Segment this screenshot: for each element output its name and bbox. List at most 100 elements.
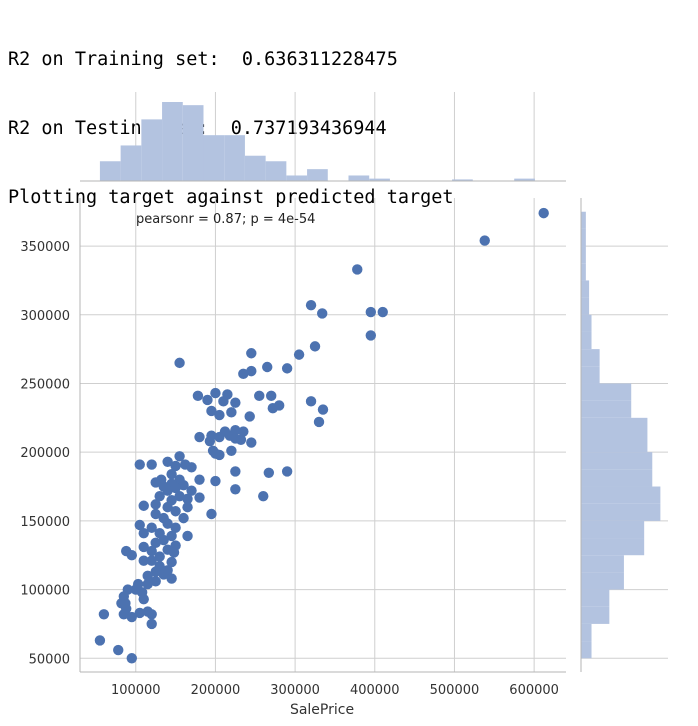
scatter-point [210, 387, 221, 399]
x-tick-label: 100000 [111, 683, 161, 698]
scatter-point [154, 551, 165, 562]
y-tick-label: 150000 [20, 515, 70, 530]
scatter-point [170, 460, 181, 472]
scatter-point [305, 396, 317, 407]
scatter-point [94, 635, 106, 646]
scatter-point [210, 475, 221, 487]
y-tick-label: 200000 [20, 446, 70, 461]
scatter-point [194, 492, 205, 503]
right-hist-bar [581, 641, 592, 659]
scatter-point [134, 459, 145, 470]
scatter-point [281, 466, 293, 477]
right-hist-bar [581, 555, 624, 573]
scatter-point [218, 396, 229, 407]
scatter-point [158, 569, 169, 580]
scatter-point [317, 404, 329, 415]
scatter-point [238, 426, 249, 437]
scatter-point [146, 545, 157, 557]
scatter-point [168, 547, 180, 558]
scatter-point [305, 299, 317, 311]
right-hist-bar [581, 211, 586, 229]
top-hist-bar [120, 145, 142, 181]
scatter-point [352, 264, 363, 275]
scatter-point [194, 474, 205, 485]
scatter-point [166, 468, 177, 480]
scatter-point [244, 411, 255, 422]
scatter-point [126, 550, 137, 561]
right-hist-bar [581, 520, 645, 539]
scatter-point [150, 566, 161, 577]
top-hist-bar [162, 102, 183, 181]
x-tick-label: 300000 [270, 683, 320, 698]
scatter-point [162, 518, 173, 529]
scatter-point [194, 431, 205, 443]
scatter-point [174, 357, 185, 369]
scatter-point [365, 330, 377, 341]
scatter-axes [79, 198, 566, 673]
top-hist-bar [99, 161, 121, 181]
right-hist-bar [581, 263, 586, 281]
right-hist-bar [581, 606, 610, 624]
x-tick-label: 500000 [430, 683, 480, 698]
scatter-point [146, 609, 157, 620]
scatter-point [166, 573, 177, 584]
x-tick-label: 200000 [191, 683, 241, 698]
right-hist-bar [581, 314, 592, 332]
y-tick-label: 50000 [29, 652, 70, 667]
scatter-point [170, 522, 181, 533]
scatter-point [182, 493, 193, 505]
pearson-annotation: pearsonr = 0.87; p = 4e-54 [136, 212, 315, 227]
top-hist-bar [369, 178, 390, 181]
scatter-point [142, 578, 153, 590]
scatter-point [142, 570, 153, 582]
scatter-point [134, 519, 145, 531]
right-hist-bar [581, 280, 590, 298]
scatter-point [126, 653, 137, 664]
y-tick-labels: 50000 100000 150000 200000 250000 300000 35000… [20, 240, 70, 667]
scatter-point [150, 537, 161, 549]
scatter-point [186, 485, 197, 496]
top-hist-bar [452, 179, 473, 181]
scatter-point [150, 508, 161, 520]
scatter-point [146, 555, 157, 566]
scatter-point [230, 484, 241, 495]
scatter-point [138, 500, 149, 511]
scatter-point [226, 445, 237, 456]
scatter-point [138, 541, 149, 553]
right-hist-bar [581, 469, 653, 487]
scatter-point [479, 235, 490, 246]
right-hist-bar [581, 589, 610, 607]
scatter-point [166, 530, 177, 542]
right-hist-bar [581, 331, 592, 350]
scatter-point [118, 609, 130, 620]
console-line-training-r2: R2 on Training set: 0.636311228475 [8, 49, 398, 70]
scatter-point [235, 434, 247, 446]
scatter-point [263, 467, 275, 478]
y-tick-label: 350000 [20, 240, 70, 255]
right-hist-bar [581, 486, 661, 504]
marginal-x-histogram [80, 92, 566, 182]
right-hist-bar [581, 366, 600, 384]
scatter-point [166, 556, 177, 568]
scatter-point [150, 576, 161, 587]
right-hist-bar [581, 503, 661, 521]
scatter-point [170, 506, 181, 517]
scatter-point [146, 618, 157, 630]
right-hist-bar [581, 623, 592, 642]
top-hist-bar [265, 161, 287, 181]
scatter-point [182, 530, 193, 542]
top-hist-bar [286, 175, 308, 181]
scatter-point [214, 409, 225, 421]
scatter-point [138, 555, 149, 566]
scatter-point [281, 363, 293, 374]
scatter-point [150, 499, 161, 510]
scatter-point [266, 390, 277, 402]
scatter-point [182, 501, 193, 513]
scatter-point [317, 308, 328, 319]
scatter-point [162, 485, 173, 496]
right-hist-bar [581, 228, 586, 247]
scatter-point [377, 306, 388, 318]
scatter-point [138, 528, 149, 539]
top-hist-bar [514, 178, 535, 181]
